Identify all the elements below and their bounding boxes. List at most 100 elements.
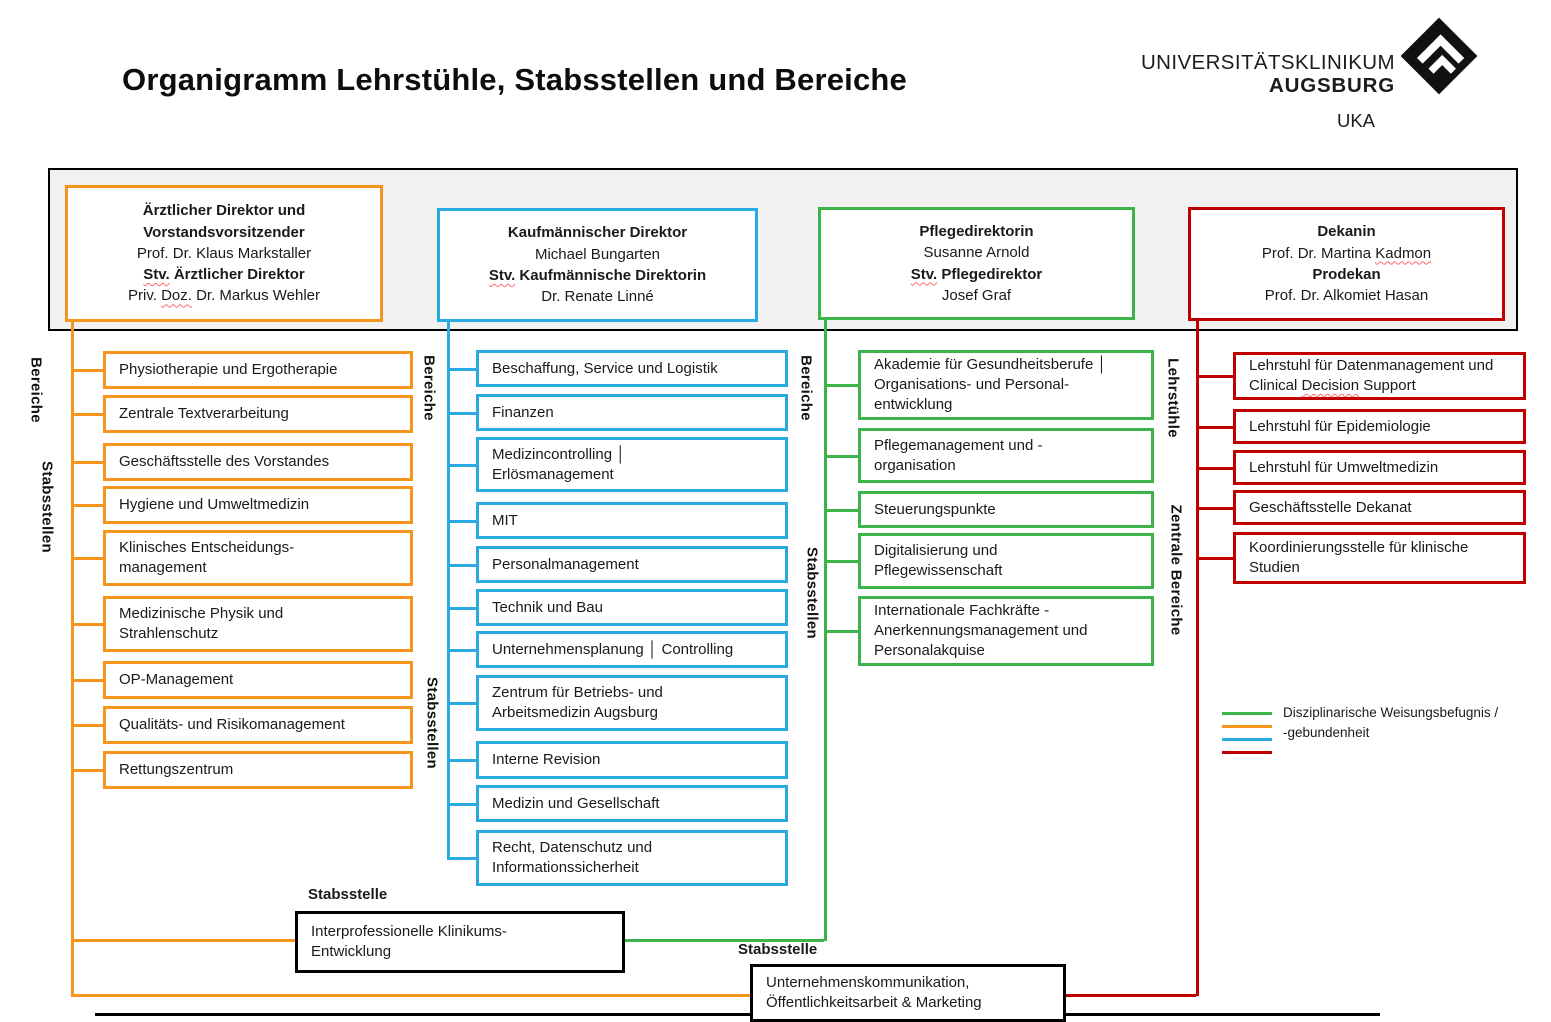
leader-line: Michael Bungarten — [446, 244, 749, 265]
org-box: Medizinische Physik und Strahlenschutz — [103, 596, 413, 652]
connector-stub — [71, 504, 103, 507]
text-segment: Pflegedirektorin — [919, 222, 1034, 240]
box-line: Unternehmensplanung │ Controlling — [492, 640, 734, 658]
legend-text: Disziplinarische Weisungsbefugnis / -geb… — [1283, 703, 1498, 742]
leader-line: Stv. Kaufmännische Direktorin — [446, 265, 749, 286]
text-segment: Pflegedirektor — [937, 265, 1043, 283]
text-segment: Ärztlicher Direktor — [169, 266, 305, 284]
box-line: Studien — [1249, 559, 1300, 576]
org-box: Physiotherapie und Ergotherapie — [103, 351, 413, 389]
box-line: Informationssicherheit — [492, 859, 639, 876]
spellcheck-word: Stv. — [488, 267, 516, 284]
connector-stub — [71, 369, 103, 372]
text-segment: Dr. Markus Wehler — [191, 287, 320, 305]
connector-stub — [447, 759, 476, 762]
text-segment: Priv. — [128, 287, 162, 305]
connector-spine — [447, 320, 450, 860]
spellcheck-word: Stv. — [143, 266, 170, 284]
leader-line: Josef Graf — [827, 285, 1126, 306]
leader-line: Prof. Dr. Martina Kadmon — [1197, 243, 1496, 264]
connector-stub — [1196, 466, 1233, 470]
page-title: Organigramm Lehrstühle, Stabsstellen und… — [122, 62, 907, 97]
box-line: entwicklung — [874, 395, 953, 413]
box-line: Clinical Decision Support — [1249, 376, 1515, 396]
connector-stub — [447, 802, 476, 806]
text-segment: Dr. Renate Linné — [541, 288, 654, 306]
box-line: Koordinierungsstelle für klinische — [1249, 539, 1469, 557]
box-line: Qualitäts- und Risikomanagement — [119, 716, 345, 734]
leader-box-blue: Kaufmännischer Direktor Michael Bungarten… — [437, 208, 758, 322]
connector-horizontal — [625, 939, 824, 942]
vertical-label-stabsstellen: Stabsstellen — [423, 677, 441, 769]
connector-stub — [824, 630, 858, 633]
connector-stub — [447, 563, 476, 567]
legend-line-green — [1222, 712, 1272, 715]
uka-diamond-logo-icon — [1399, 16, 1479, 101]
text-segment: Support — [1359, 377, 1416, 394]
vertical-label-stabsstellen: Stabsstellen — [803, 547, 821, 639]
leader-box-orange: Ärztlicher Direktor und Vorstandsvorsitze… — [65, 185, 383, 322]
text-segment: Prof. Dr. Klaus Markstaller — [136, 244, 312, 262]
box-line: organisation — [874, 456, 956, 474]
connector-horizontal — [71, 939, 295, 942]
org-box: Akademie für Gesundheitsberufe │ Organisa… — [858, 350, 1154, 420]
logo-wordmark: UNIVERSITÄTSKLINIKUM AUGSBURG — [1040, 51, 1395, 98]
box-line: Geschäftsstelle des Vorstandes — [119, 453, 330, 471]
connector-stub — [447, 367, 476, 371]
box-line: Internationale Fachkräfte - — [874, 602, 1050, 620]
leader-line: Prof. Dr. Alkomiet Hasan — [1197, 285, 1496, 306]
org-box: Recht, Datenschutz und Informationssicher… — [476, 830, 788, 886]
box-line: Digitalisierung und — [874, 542, 998, 560]
text-segment: Michael Bungarten — [534, 245, 661, 263]
box-line: Lehrstuhl für Umweltmedizin — [1249, 458, 1439, 476]
connector-stub — [71, 413, 103, 416]
connector-stub — [71, 623, 103, 626]
leader-line: Stv. Ärztlicher Direktor — [74, 264, 374, 285]
text-segment: Vorstandsvorsitzender — [143, 223, 305, 241]
box-line: Medizin und Gesellschaft — [492, 794, 660, 812]
legend-line-red — [1222, 751, 1272, 754]
logo-acronym: UKA — [1336, 110, 1376, 131]
box-line: Öffentlichkeitsarbeit & Marketing — [766, 994, 982, 1011]
org-box: Beschaffung, Service und Logistik — [476, 350, 788, 387]
connector-stub — [824, 560, 858, 563]
vertical-label-zentrale-bereiche: Zentrale Bereiche — [1167, 504, 1185, 636]
org-box: Geschäftsstelle Dekanat — [1233, 490, 1526, 525]
connector-stub — [71, 769, 103, 772]
box-line: Interprofessionelle Klinikums- — [311, 923, 507, 941]
box-line: Organisations- und Personal- — [874, 376, 1070, 394]
org-box: Internationale Fachkräfte - Anerkennungsm… — [858, 596, 1154, 666]
org-box: Pflegemanagement und - organisation — [858, 428, 1154, 483]
leader-line: Prodekan — [1197, 264, 1496, 285]
leader-box-red: Dekanin Prof. Dr. Martina Kadmon Prodekan P… — [1188, 207, 1505, 321]
connector-stub — [71, 679, 103, 682]
leader-line: Dekanin — [1197, 221, 1496, 242]
org-box: OP-Management — [103, 661, 413, 699]
connector-spine — [71, 320, 74, 996]
legend-text-line-2: -gebundenheit — [1283, 724, 1370, 740]
box-line: management — [119, 559, 207, 576]
connector-stub — [71, 557, 103, 560]
bottom-rule — [95, 1013, 1380, 1016]
org-box: Geschäftsstelle des Vorstandes — [103, 443, 413, 481]
box-line: Arbeitsmedizin Augsburg — [492, 704, 658, 721]
leader-line: Susanne Arnold — [827, 242, 1126, 263]
box-line: MIT — [492, 511, 518, 529]
connector-stub — [447, 702, 476, 705]
stabsstelle-label-left: Stabsstelle — [308, 886, 388, 903]
logo-line-2: AUGSBURG — [1269, 73, 1395, 97]
text-segment: Prof. Dr. Martina — [1261, 244, 1376, 262]
box-line: Rettungszentrum — [119, 761, 234, 779]
connector-spine — [824, 318, 827, 941]
box-line: Erlösmanagement — [492, 465, 614, 483]
leader-box-green: Pflegedirektorin Susanne Arnold Stv. Pfleg… — [818, 207, 1135, 320]
text-segment: Kaufmännischer Direktor — [507, 224, 688, 242]
org-box: Rettungszentrum — [103, 751, 413, 789]
org-box: Technik und Bau — [476, 589, 788, 626]
org-box: Koordinierungsstelle für klinische Studie… — [1233, 532, 1526, 584]
box-line: Unternehmenskommunikation, — [766, 974, 970, 992]
box-line: Steuerungspunkte — [874, 500, 996, 518]
text-segment: Susanne Arnold — [923, 244, 1030, 262]
connector-stub — [447, 857, 476, 860]
connector-stub — [447, 411, 476, 415]
